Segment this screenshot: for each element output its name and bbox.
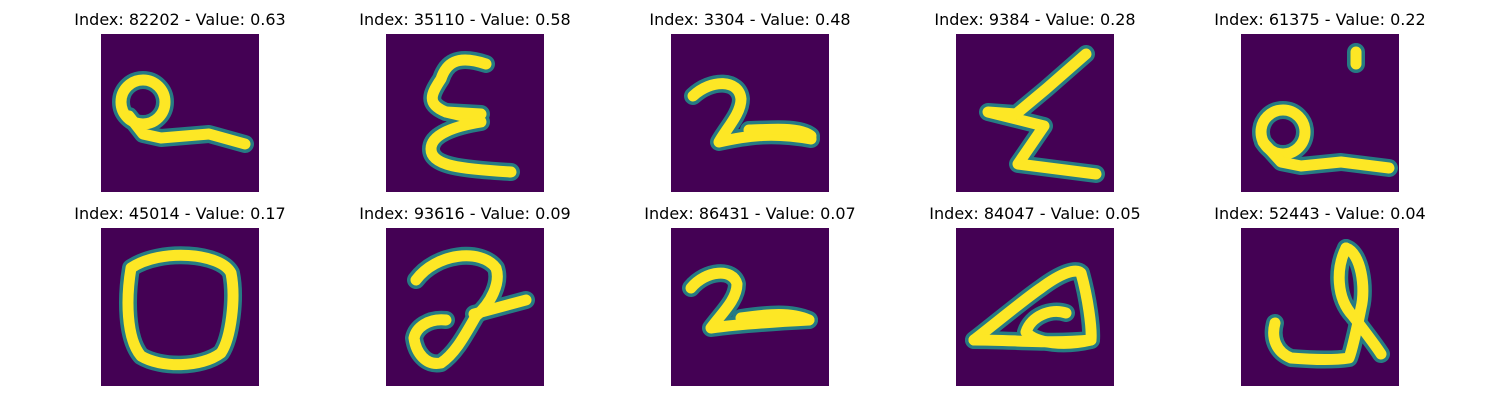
- image-panel-3: Index: 3304 - Value: 0.48: [635, 0, 865, 192]
- digit-image: [671, 228, 829, 386]
- panel-title: Index: 45014 - Value: 0.17: [74, 204, 286, 223]
- digit-image: [1241, 228, 1399, 386]
- image-panel-9: Index: 84047 - Value: 0.05: [920, 194, 1150, 386]
- digit-image: [956, 228, 1114, 386]
- zigzag-glyph: [956, 34, 1114, 192]
- digit-image: [1241, 34, 1399, 192]
- panel-title: Index: 61375 - Value: 0.22: [1214, 10, 1426, 29]
- image-panel-8: Index: 86431 - Value: 0.07: [635, 194, 865, 386]
- panel-title: Index: 86431 - Value: 0.07: [644, 204, 856, 223]
- panel-title: Index: 82202 - Value: 0.63: [74, 10, 286, 29]
- curly-seven-glyph: [386, 228, 544, 386]
- q-loop-underline-glyph: [1241, 34, 1399, 192]
- panel-title: Index: 9384 - Value: 0.28: [934, 10, 1136, 29]
- l-loop-glyph: [1241, 228, 1399, 386]
- two-glyph: [671, 228, 829, 386]
- q-loop-underline-glyph: [101, 34, 259, 192]
- image-panel-5: Index: 61375 - Value: 0.22: [1205, 0, 1435, 192]
- epsilon-like-glyph: [386, 34, 544, 192]
- two-glyph: [671, 34, 829, 192]
- digit-image: [671, 34, 829, 192]
- image-panel-6: Index: 45014 - Value: 0.17: [65, 194, 295, 386]
- image-panel-7: Index: 93616 - Value: 0.09: [350, 194, 580, 386]
- digit-image: [386, 228, 544, 386]
- image-panel-10: Index: 52443 - Value: 0.04: [1205, 194, 1435, 386]
- digit-image: [101, 228, 259, 386]
- digit-image: [101, 34, 259, 192]
- digit-image: [386, 34, 544, 192]
- panel-title: Index: 93616 - Value: 0.09: [359, 204, 571, 223]
- image-panel-1: Index: 82202 - Value: 0.63: [65, 0, 295, 192]
- zero-glyph: [101, 228, 259, 386]
- loop-triangle-glyph: [956, 228, 1114, 386]
- image-panel-2: Index: 35110 - Value: 0.58: [350, 0, 580, 192]
- digit-image: [956, 34, 1114, 192]
- panel-title: Index: 84047 - Value: 0.05: [929, 204, 1141, 223]
- panel-title: Index: 52443 - Value: 0.04: [1214, 204, 1426, 223]
- panel-title: Index: 3304 - Value: 0.48: [649, 10, 851, 29]
- panel-title: Index: 35110 - Value: 0.58: [359, 10, 571, 29]
- image-panel-4: Index: 9384 - Value: 0.28: [920, 0, 1150, 192]
